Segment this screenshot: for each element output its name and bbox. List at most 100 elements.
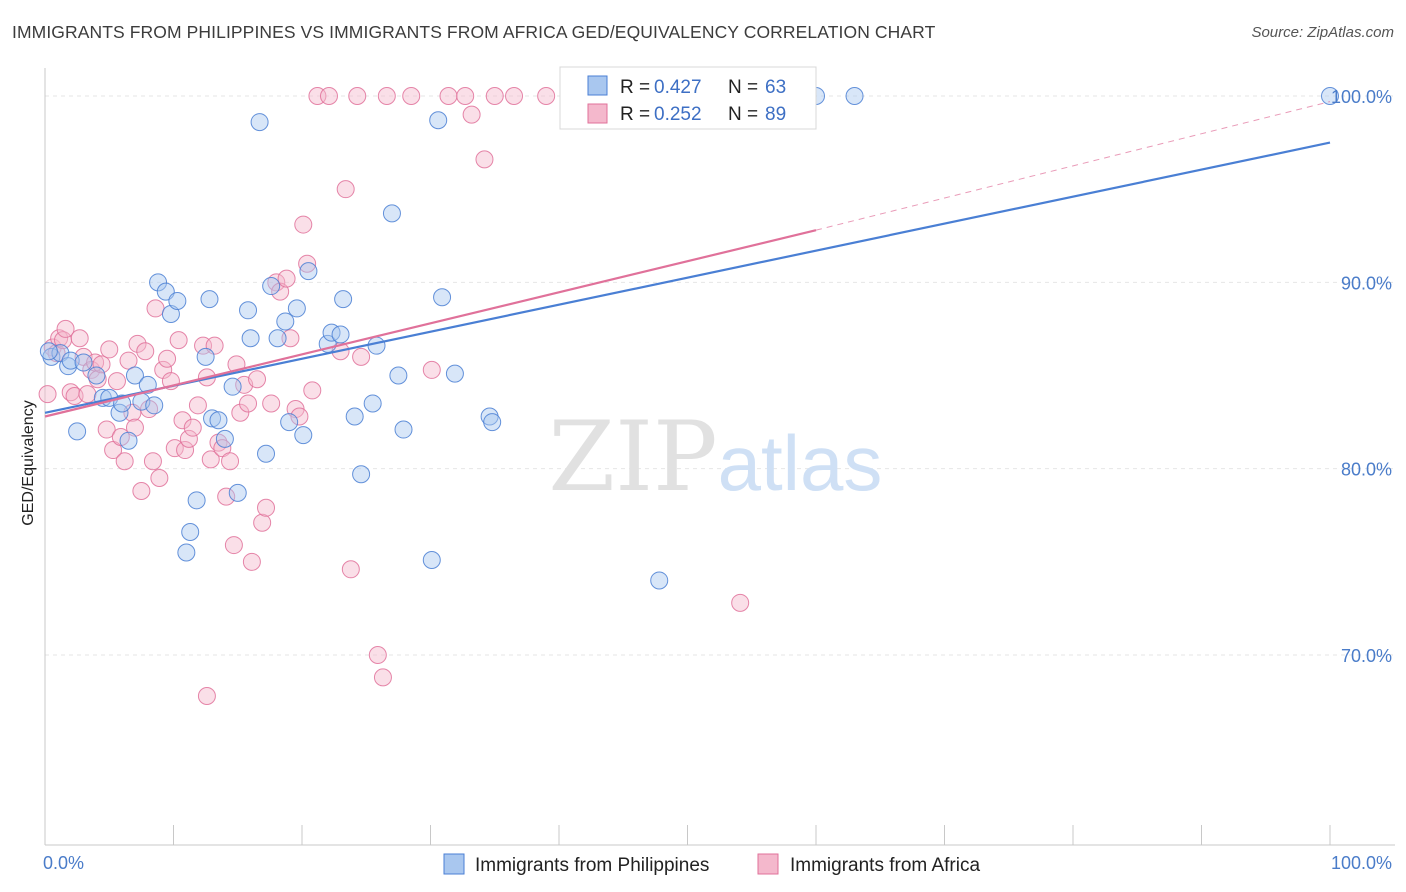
data-point <box>100 340 119 359</box>
data-point <box>223 377 242 396</box>
data-point <box>250 113 269 132</box>
data-point <box>115 452 134 471</box>
data-point <box>1321 87 1339 105</box>
data-point <box>334 290 353 309</box>
data-point <box>179 429 198 448</box>
data-point <box>39 342 58 361</box>
data-point <box>150 468 169 487</box>
data-point <box>231 403 250 422</box>
data-point <box>483 413 502 432</box>
data-point <box>433 288 452 307</box>
data-point <box>253 513 272 532</box>
data-point <box>348 87 367 105</box>
x-tick-label: 0.0% <box>43 853 84 873</box>
data-point <box>107 372 126 391</box>
data-point <box>336 180 355 199</box>
data-point <box>197 686 216 705</box>
data-point <box>303 381 322 400</box>
data-point <box>158 349 177 368</box>
data-point <box>92 355 111 374</box>
series-swatch-philippines <box>443 853 465 875</box>
data-point <box>221 452 240 471</box>
series-label-africa: Immigrants from Africa <box>790 855 980 876</box>
data-point <box>352 347 371 366</box>
data-point <box>319 87 338 105</box>
data-point <box>277 269 296 288</box>
data-point <box>181 523 200 542</box>
data-point <box>146 299 165 318</box>
data-point <box>429 111 448 130</box>
source-label: Source: ZipAtlas.com <box>1251 24 1394 41</box>
data-point <box>363 394 382 413</box>
data-point <box>445 364 464 383</box>
data-point <box>402 87 421 105</box>
y-tick-label: 80.0% <box>1341 460 1392 480</box>
data-point <box>87 366 106 385</box>
data-point <box>281 329 300 348</box>
data-point <box>373 668 392 687</box>
data-point <box>475 150 494 169</box>
legend-swatch-blue <box>587 75 608 96</box>
data-point <box>505 87 524 105</box>
data-point <box>209 411 228 430</box>
data-point <box>143 452 162 471</box>
data-point <box>368 646 387 664</box>
data-point <box>149 273 168 292</box>
data-point <box>200 290 219 309</box>
series-swatch-africa <box>757 853 779 875</box>
data-point <box>257 444 276 463</box>
philippines-points <box>39 87 1339 590</box>
data-point <box>169 331 188 350</box>
data-point <box>731 593 750 612</box>
data-point <box>56 319 75 338</box>
data-point <box>262 277 281 296</box>
data-point <box>239 394 258 413</box>
legend-swatch-pink <box>587 103 608 124</box>
data-point <box>389 366 408 385</box>
data-point <box>537 87 556 105</box>
data-point <box>485 87 504 105</box>
watermark-zip: ZIP <box>548 401 717 513</box>
axes <box>44 68 1395 846</box>
data-point <box>276 312 295 331</box>
data-point <box>294 426 313 445</box>
data-point <box>271 282 290 301</box>
y-axis-label: GED/Equivalency <box>20 400 37 525</box>
data-point <box>268 329 287 348</box>
data-point <box>161 305 180 324</box>
data-point <box>217 487 236 506</box>
data-point <box>242 552 261 571</box>
africa-points <box>38 87 750 705</box>
y-tick-label: 70.0% <box>1341 646 1392 666</box>
data-point <box>287 299 306 318</box>
data-point <box>38 385 57 404</box>
data-point <box>119 431 138 450</box>
data-point <box>845 87 864 105</box>
data-point <box>145 396 164 415</box>
x-tick-label: 100.0% <box>1331 853 1392 873</box>
data-point <box>224 536 243 555</box>
data-point <box>345 407 364 426</box>
chart-title: IMMIGRANTS FROM PHILIPPINES VS IMMIGRANT… <box>12 22 936 42</box>
data-point <box>132 482 151 501</box>
data-point <box>188 396 207 415</box>
data-point <box>68 422 87 441</box>
legend-r-value-1: 0.427 <box>654 77 702 98</box>
data-point <box>462 105 481 124</box>
data-point <box>262 394 281 413</box>
data-point <box>119 351 138 370</box>
legend-n-label-1: N = <box>728 77 758 98</box>
data-point <box>352 465 371 484</box>
watermark-atlas: atlas <box>718 419 883 507</box>
data-point <box>294 215 313 234</box>
data-point <box>394 420 413 439</box>
data-point <box>239 301 258 320</box>
data-point <box>138 375 157 394</box>
data-point <box>382 204 401 223</box>
trend-line-philippines <box>44 141 1331 414</box>
data-point <box>177 543 196 562</box>
data-point <box>331 325 350 344</box>
trend-line-africa <box>44 229 817 418</box>
legend-r-label-2: R = <box>620 104 650 125</box>
y-tick-label: 90.0% <box>1341 273 1392 293</box>
